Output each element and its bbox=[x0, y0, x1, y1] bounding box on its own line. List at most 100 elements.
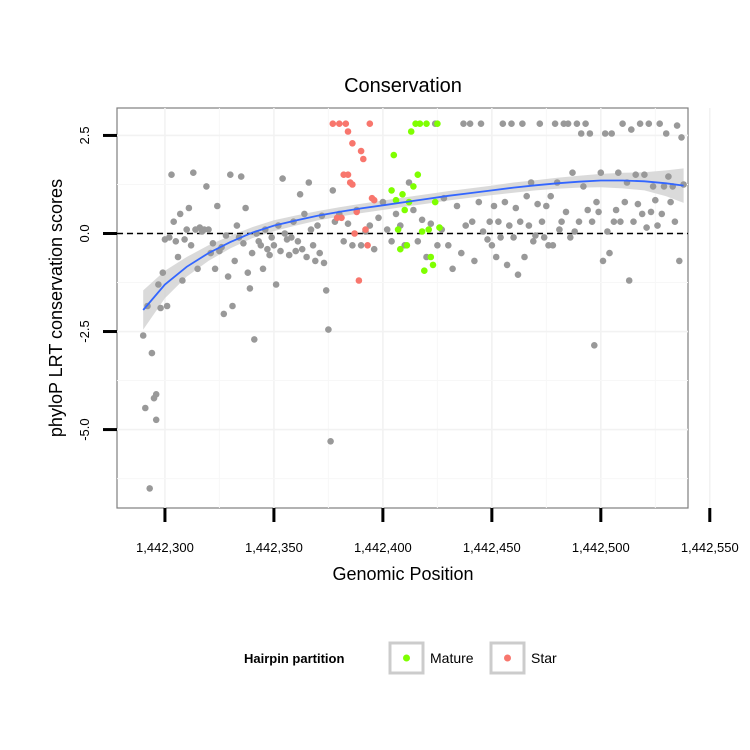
point-other bbox=[157, 304, 164, 312]
point-other bbox=[159, 269, 167, 277]
point-other bbox=[678, 134, 685, 141]
legend-title: Hairpin partition bbox=[244, 651, 344, 666]
point-other bbox=[152, 391, 160, 398]
point-other bbox=[233, 222, 241, 229]
point-other bbox=[506, 222, 513, 229]
x-tick-label: 1,442,450 bbox=[463, 540, 521, 555]
point-other bbox=[320, 259, 328, 267]
point-star bbox=[362, 226, 369, 233]
point-other bbox=[658, 210, 666, 218]
point-other bbox=[181, 236, 188, 243]
point-other bbox=[562, 208, 570, 216]
point-other bbox=[575, 218, 583, 225]
point-other bbox=[288, 234, 295, 241]
point-mature bbox=[421, 267, 428, 275]
point-other bbox=[257, 242, 265, 249]
point-other bbox=[621, 198, 629, 206]
point-other bbox=[580, 183, 587, 190]
point-other bbox=[514, 271, 522, 279]
point-other bbox=[558, 218, 565, 225]
y-tick-label: -2.5 bbox=[77, 320, 92, 342]
point-other bbox=[647, 208, 655, 216]
point-star bbox=[360, 155, 367, 163]
point-other bbox=[606, 249, 613, 257]
point-other bbox=[634, 200, 642, 208]
point-other bbox=[449, 265, 456, 273]
point-other bbox=[434, 242, 441, 249]
point-other bbox=[148, 349, 156, 357]
point-mature bbox=[434, 120, 441, 127]
point-other bbox=[349, 242, 356, 249]
point-other bbox=[601, 130, 609, 137]
point-other bbox=[220, 310, 228, 318]
point-other bbox=[460, 120, 467, 127]
y-tick-label: 2.5 bbox=[77, 126, 92, 144]
point-other bbox=[329, 187, 337, 194]
smooth-curve bbox=[142, 179, 684, 311]
point-star bbox=[344, 171, 352, 178]
point-star bbox=[336, 120, 343, 127]
point-other bbox=[523, 192, 530, 200]
plot-area bbox=[116, 107, 689, 509]
point-mature bbox=[399, 191, 406, 198]
point-other bbox=[246, 285, 254, 292]
point-other bbox=[519, 120, 526, 127]
point-other bbox=[645, 120, 653, 127]
point-mature bbox=[390, 151, 398, 159]
point-other bbox=[383, 226, 391, 233]
point-other bbox=[475, 198, 483, 206]
point-mature bbox=[418, 228, 426, 235]
point-other bbox=[427, 220, 435, 227]
point-other bbox=[676, 257, 683, 265]
point-other bbox=[649, 183, 657, 190]
point-other bbox=[214, 202, 221, 210]
point-other bbox=[468, 218, 476, 225]
point-other bbox=[488, 242, 496, 249]
point-other bbox=[484, 236, 491, 243]
point-other bbox=[591, 342, 598, 349]
point-other bbox=[597, 169, 605, 176]
point-mature bbox=[431, 198, 439, 206]
point-other bbox=[499, 120, 507, 127]
point-other bbox=[314, 222, 321, 229]
point-mature bbox=[416, 120, 424, 127]
point-other bbox=[458, 249, 465, 257]
point-other bbox=[490, 202, 498, 210]
point-mature bbox=[423, 120, 430, 127]
point-other bbox=[301, 210, 308, 218]
point-other bbox=[309, 242, 317, 249]
point-other bbox=[551, 120, 559, 127]
point-other bbox=[316, 249, 324, 257]
point-other bbox=[628, 126, 635, 133]
point-other bbox=[190, 169, 197, 176]
point-other bbox=[209, 240, 217, 247]
point-other bbox=[170, 218, 177, 225]
point-other bbox=[211, 265, 219, 273]
y-axis-title: phyloP LRT conservation scores bbox=[46, 179, 66, 437]
point-mature bbox=[403, 242, 411, 249]
point-other bbox=[662, 130, 670, 137]
axes: 1,442,300 1,442,350 1,442,400 1,442,450 1,44… bbox=[77, 126, 739, 555]
point-mature bbox=[397, 245, 404, 253]
point-star bbox=[338, 214, 345, 222]
point-other bbox=[303, 253, 310, 261]
point-other bbox=[660, 183, 668, 190]
point-other bbox=[527, 179, 535, 186]
x-tick-label: 1,442,400 bbox=[354, 540, 412, 555]
point-other bbox=[242, 204, 249, 212]
point-other bbox=[547, 192, 554, 200]
point-other bbox=[155, 281, 162, 288]
point-other bbox=[667, 198, 674, 206]
point-other bbox=[477, 120, 485, 127]
point-star bbox=[344, 128, 352, 135]
point-other bbox=[418, 216, 426, 224]
point-star bbox=[329, 120, 337, 127]
point-other bbox=[251, 336, 258, 343]
point-other bbox=[266, 251, 273, 259]
point-other bbox=[586, 130, 594, 137]
point-other bbox=[510, 234, 517, 241]
point-star bbox=[351, 230, 358, 237]
point-star bbox=[342, 120, 350, 127]
point-other bbox=[179, 277, 186, 284]
